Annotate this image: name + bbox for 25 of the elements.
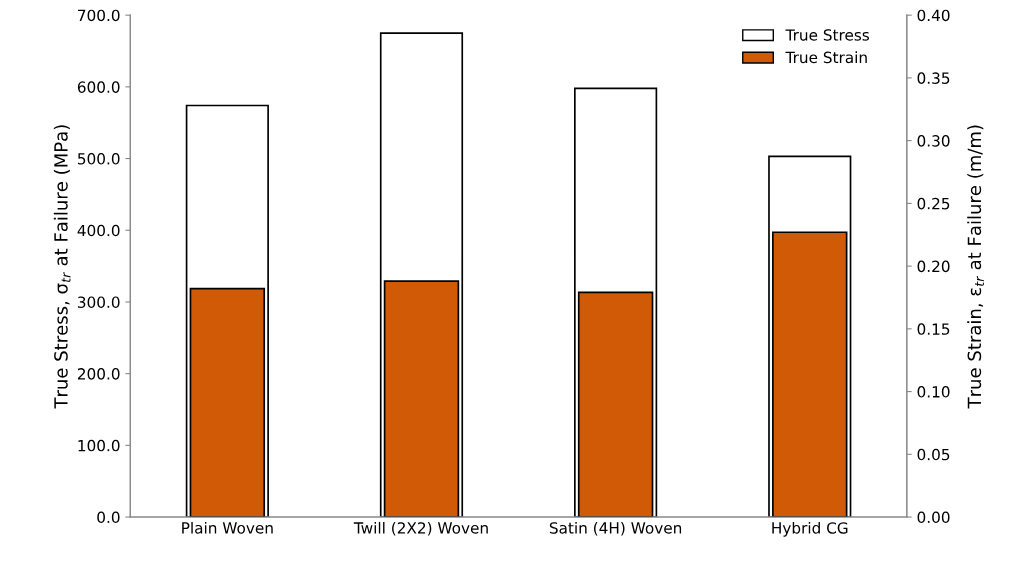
y2-tick-label: 0.25 [917,197,950,210]
x-tick-label: Plain Woven [182,521,273,534]
y-tick-label: 700.0 [78,9,120,22]
y2-tick-label: 0.20 [917,260,950,273]
y-tick-label: 400.0 [77,224,120,237]
x-tick-label: Satin (4H) Woven [549,521,682,536]
y-tick-label: 100.0 [78,439,120,452]
y-tick-label: 500.0 [78,153,120,165]
y2-axis-title: True Strain, ε$_{tr}$ at Failure (m/m) [967,125,984,409]
x-tick-label: Twill (2X2) Woven [353,521,488,536]
y-tick-label: 200.0 [77,368,120,380]
y2-tick-label: 0.35 [917,72,950,84]
y2-tick-label: 0.40 [917,9,950,22]
y-tick-label: 300.0 [77,296,120,308]
y2-tick-label: 0.00 [917,511,950,524]
y2-tick-label: 0.30 [917,135,950,147]
y-tick-label: 600.0 [77,81,120,93]
y-axis-title: True Stress, σ$_{tr}$ at Failure (MPa) [53,125,71,409]
legend-label: True Stress [785,29,870,41]
y2-tick-label: 0.10 [917,386,950,398]
legend-label: True Strain [785,51,867,64]
x-tick-label: Hybrid CG [772,521,848,537]
y-tick-label: 0.0 [97,511,120,524]
y2-tick-label: 0.05 [917,448,950,461]
y2-tick-label: 0.15 [917,323,950,335]
